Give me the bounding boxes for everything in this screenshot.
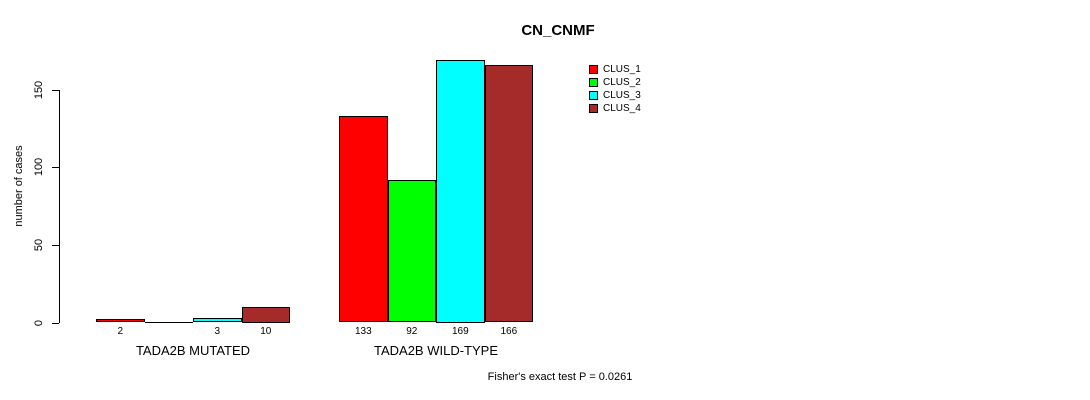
bar-clus_1 [96,319,145,323]
annotation-text: Fisher's exact test P = 0.0261 [487,371,633,383]
legend-swatch-icon [589,103,598,113]
y-tick-label: 150 [33,80,45,99]
y-axis-label: number of cases [13,145,25,227]
chart-title: CN_CNMF [521,22,595,39]
group-label: TADA2B WILD-TYPE [373,343,499,358]
bar-clus_3 [436,60,485,323]
bar-value-label: 92 [406,326,418,337]
bar-value-label: 169 [451,326,469,337]
bar-clus_3 [193,317,242,323]
bar-clus_4 [484,64,533,323]
y-tick-label: 0 [33,319,45,326]
legend-label: CLUS_2 [603,76,641,88]
legend-swatch-icon [589,64,598,74]
group-label: TADA2B MUTATED [135,343,251,358]
legend-label: CLUS_1 [603,63,641,75]
legend-row: CLUS_2 [589,76,641,88]
bar-clus_4 [241,307,290,323]
bar-value-label: 166 [500,326,518,337]
y-tick-mark [52,167,59,169]
y-tick-mark [52,322,59,324]
legend-label: CLUS_3 [603,89,641,101]
bar-value-label: 2 [117,326,124,337]
legend-swatch-icon [589,90,598,100]
legend-swatch-icon [589,77,598,87]
legend-row: CLUS_3 [589,89,641,101]
bar-value-label: 10 [260,326,272,337]
bar-clus_1 [339,115,388,323]
bar-value-label: 133 [354,326,372,337]
legend-row: CLUS_4 [589,102,641,114]
legend-label: CLUS_4 [603,102,641,114]
y-tick-label: 100 [33,158,45,177]
bar-value-label: 3 [214,326,221,337]
y-tick-label: 50 [33,238,45,251]
y-axis-line [59,89,60,323]
bar-clus_2-zero [144,321,193,323]
legend: CLUS_1 CLUS_2 CLUS_3 CLUS_4 [589,63,641,114]
y-tick-mark [52,244,59,246]
bar-clus_2 [387,179,436,323]
y-tick-mark [52,89,59,91]
legend-row: CLUS_1 [589,63,641,75]
